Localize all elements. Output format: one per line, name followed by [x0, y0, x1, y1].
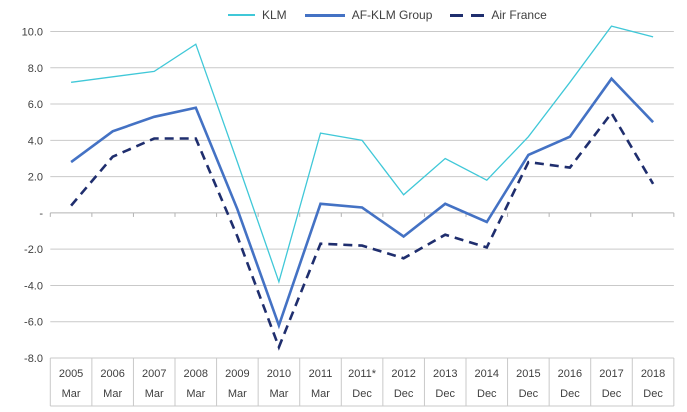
- x-axis-year-label: 2009: [225, 368, 249, 380]
- x-axis-year-label: 2018: [641, 368, 665, 380]
- legend-label-air-france: Air France: [491, 8, 547, 22]
- chart-legend: KLM AF-KLM Group Air France: [228, 9, 547, 21]
- klm-line-swatch: [228, 14, 255, 16]
- legend-label-klm: KLM: [262, 8, 287, 22]
- y-axis-tick-label: 2.0: [28, 172, 43, 184]
- x-axis-period-label: Dec: [643, 388, 663, 400]
- legend-item-air-france: Air France: [450, 8, 547, 22]
- y-axis-tick-label: 10.0: [22, 27, 43, 39]
- x-axis-year-label: 2016: [558, 368, 582, 380]
- x-axis-year-label: 2005: [59, 368, 83, 380]
- x-axis-year-label: 2012: [391, 368, 415, 380]
- af-klm-group-line-swatch: [304, 13, 345, 17]
- klm-series-line: [71, 25, 654, 284]
- x-axis-period-label: Mar: [311, 388, 330, 400]
- x-axis-year-label: 2008: [184, 368, 208, 380]
- x-axis-period-label: Mar: [145, 388, 164, 400]
- y-axis-tick-label: -6.0: [24, 317, 43, 329]
- y-axis-tick-label: -: [39, 208, 43, 220]
- y-axis-tick-label: -8.0: [24, 353, 43, 365]
- x-axis-period-label: Mar: [228, 388, 247, 400]
- x-axis-period-label: Mar: [186, 388, 205, 400]
- x-axis-year-label: 2010: [267, 368, 291, 380]
- x-axis-period-label: Dec: [519, 388, 539, 400]
- x-axis-year-label: 2013: [433, 368, 457, 380]
- x-axis-period-label: Dec: [602, 388, 622, 400]
- legend-item-klm: KLM: [228, 9, 287, 21]
- y-axis-tick-label: 8.0: [28, 63, 43, 75]
- x-axis-period-label: Dec: [560, 388, 580, 400]
- y-axis-tick-label: -2.0: [24, 244, 43, 256]
- x-axis-year-label: 2011*: [348, 368, 377, 380]
- x-axis-period-label: Dec: [352, 388, 372, 400]
- x-axis-period-label: Mar: [62, 388, 81, 400]
- x-axis-year-label: 2014: [475, 368, 499, 380]
- y-axis-tick-label: 4.0: [28, 135, 43, 147]
- air-france-line-swatch: [450, 13, 485, 17]
- x-axis-period-label: Mar: [269, 388, 288, 400]
- y-axis-tick-label: 6.0: [28, 99, 43, 111]
- x-axis-period-label: Dec: [435, 388, 455, 400]
- y-axis-tick-label: -4.0: [24, 280, 43, 292]
- x-axis-period-label: Dec: [477, 388, 497, 400]
- x-axis-year-label: 2015: [516, 368, 540, 380]
- x-axis-year-label: 2011: [309, 368, 333, 380]
- legend-item-af-klm-group: AF-KLM Group: [304, 8, 433, 22]
- legend-label-af-klm-group: AF-KLM Group: [351, 8, 433, 22]
- x-axis-period-label: Dec: [394, 388, 414, 400]
- air-france-series-line: [70, 110, 655, 351]
- x-axis-period-label: Mar: [103, 388, 122, 400]
- x-axis-year-label: 2017: [599, 368, 623, 380]
- x-axis-year-label: 2007: [142, 368, 166, 380]
- af-klm-group-series-line: [70, 76, 655, 330]
- x-axis-year-label: 2006: [100, 368, 124, 380]
